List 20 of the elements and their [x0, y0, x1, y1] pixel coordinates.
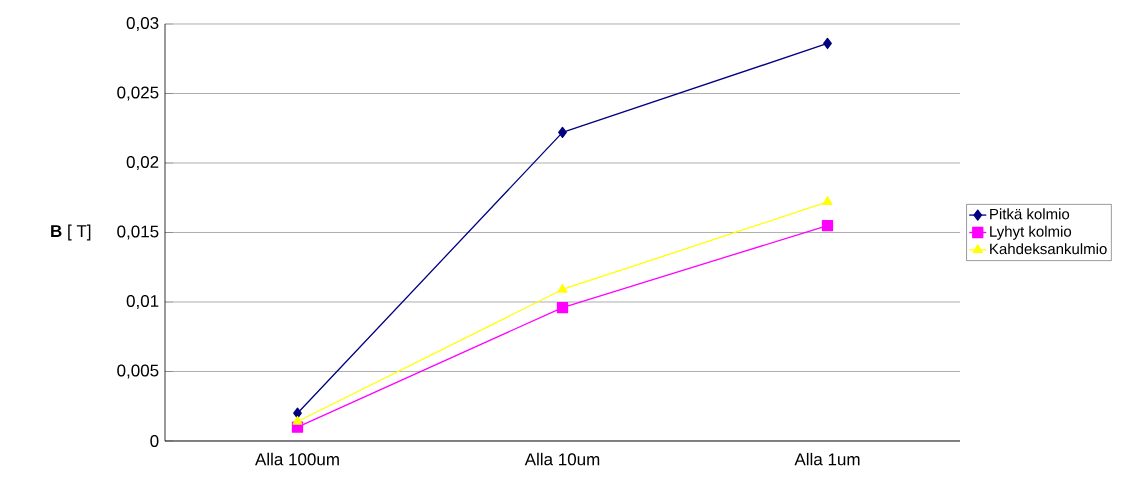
y-tick-label: 0,015	[117, 225, 159, 240]
y-tick-label: 0,01	[126, 294, 159, 310]
y-tick-label: 0	[150, 434, 159, 448]
legend-label: Pitkä kolmio	[990, 208, 1070, 220]
legend-label: Lyhyt kolmio	[990, 225, 1072, 240]
legend-label: Kahdeksankulmio	[990, 243, 1107, 255]
y-tick-label: 0,02	[126, 155, 159, 171]
y-tick-label: 0,025	[117, 86, 159, 101]
y-tick-label: 0,03	[126, 16, 159, 32]
x-tick-label: Alla 100um	[255, 452, 339, 466]
point	[822, 196, 833, 206]
point	[821, 219, 834, 232]
y-tick-label: 0,005	[117, 364, 159, 379]
point	[556, 301, 569, 314]
point	[557, 283, 568, 293]
y-axis-title: B [ T]	[51, 224, 91, 241]
point	[293, 407, 302, 419]
point	[292, 415, 303, 425]
x-tick-label: Alla 1um	[794, 452, 860, 466]
x-tick-label: Alla 10um	[524, 452, 600, 466]
